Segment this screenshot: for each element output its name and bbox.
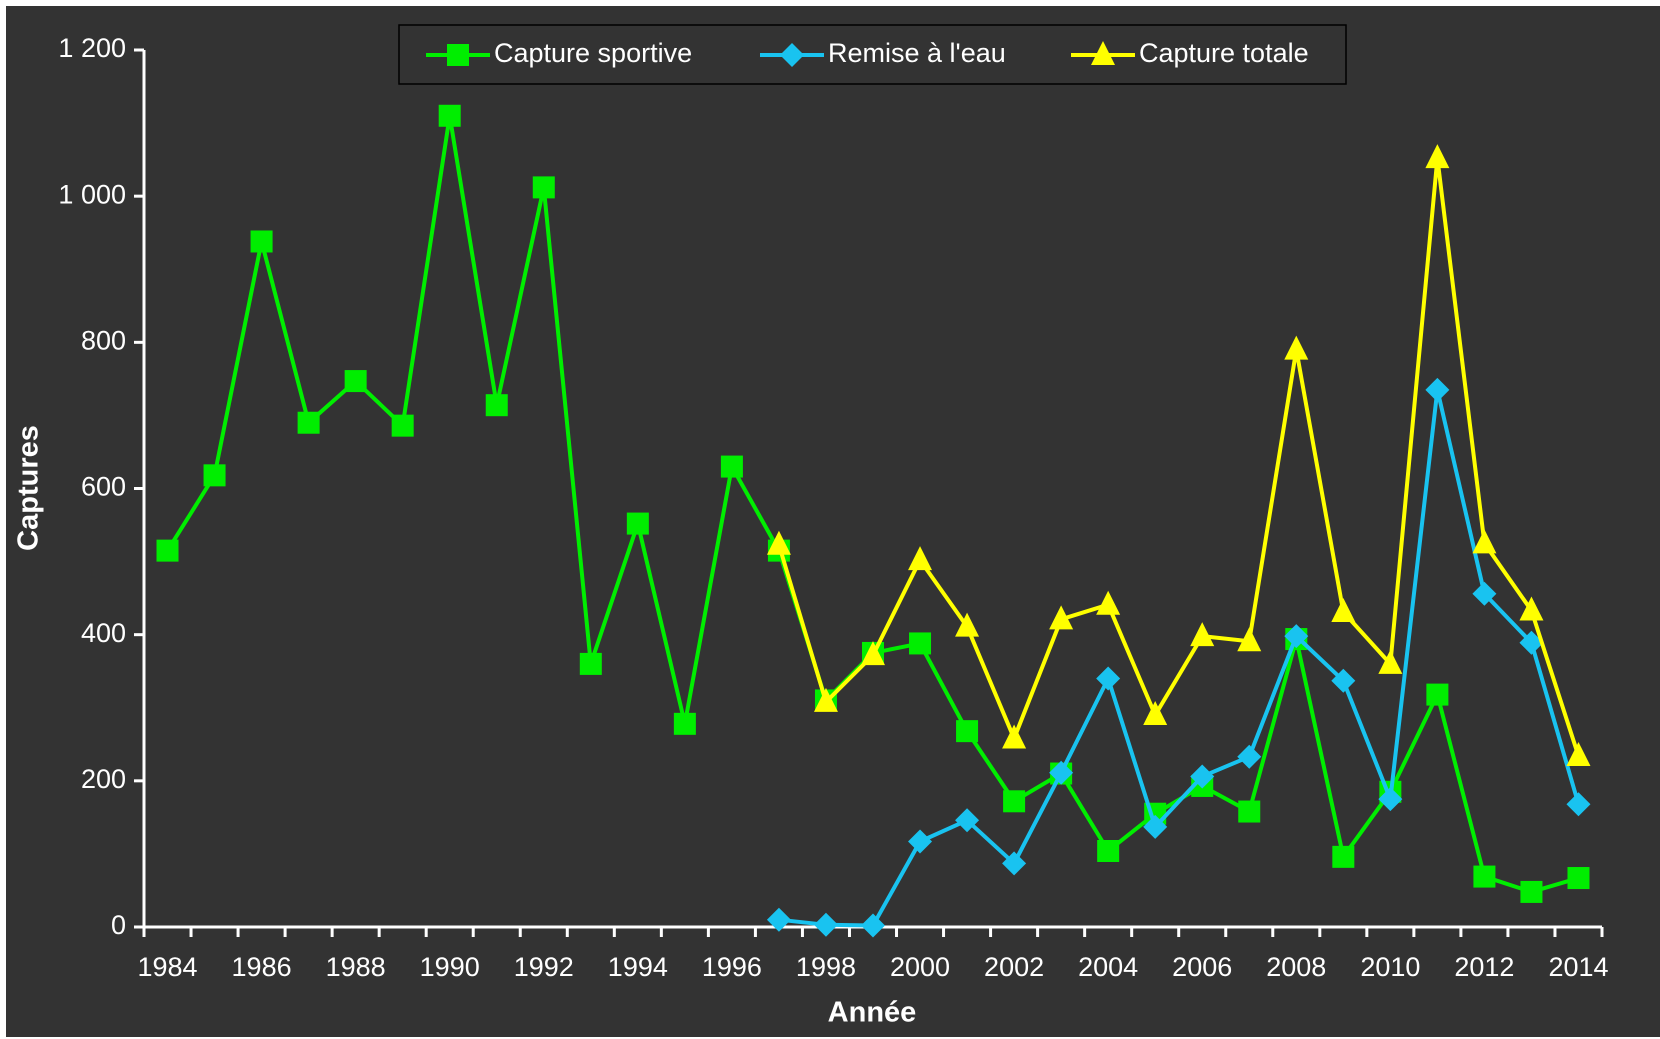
- point: [344, 370, 367, 393]
- x-tick-label: 2008: [1266, 952, 1326, 982]
- y-tick-label: 600: [81, 472, 126, 502]
- x-tick-label: 1988: [326, 952, 386, 982]
- point: [1284, 335, 1309, 360]
- point: [1519, 630, 1544, 655]
- point: [861, 913, 885, 938]
- y-tick-label: 200: [81, 764, 126, 794]
- point: [438, 104, 461, 127]
- point: [532, 176, 555, 199]
- legend-box: [398, 24, 1347, 85]
- point: [1143, 701, 1168, 726]
- point: [861, 641, 885, 666]
- point: [1190, 764, 1215, 789]
- point: [1237, 744, 1262, 769]
- x-tick-label: 2010: [1360, 952, 1420, 982]
- point: [1426, 683, 1449, 706]
- x-tick-label: 2000: [890, 952, 950, 982]
- point: [297, 411, 320, 434]
- point: [813, 687, 838, 712]
- x-tick-label: 2006: [1172, 952, 1232, 982]
- point: [1520, 880, 1543, 903]
- legend-label: Capture totale: [1139, 38, 1309, 68]
- point: [1049, 760, 1074, 785]
- series-line: [777, 156, 1581, 757]
- point: [955, 808, 980, 833]
- point: [720, 455, 743, 478]
- point: [1284, 624, 1309, 649]
- point: [908, 546, 933, 571]
- y-axis-label: Captures: [13, 425, 45, 551]
- x-tick-label: 2002: [984, 952, 1044, 982]
- x-tick-label: 1986: [232, 952, 292, 982]
- point: [1332, 845, 1355, 868]
- point: [250, 230, 273, 253]
- point: [1473, 865, 1496, 888]
- point: [780, 43, 804, 67]
- x-tick-label: 2012: [1454, 952, 1514, 982]
- point: [1002, 851, 1027, 876]
- point: [391, 414, 414, 437]
- point: [909, 632, 932, 655]
- x-tick-label: 1990: [420, 952, 480, 982]
- point: [1566, 741, 1591, 766]
- x-axis-label: Année: [828, 997, 917, 1029]
- point: [1096, 590, 1121, 615]
- point: [766, 907, 791, 932]
- y-tick-label: 1 200: [58, 33, 126, 63]
- series-line: [778, 387, 1581, 928]
- x-tick-label: 2004: [1078, 952, 1138, 982]
- x-tick-label: 1996: [702, 952, 762, 982]
- legend-label: Capture sportive: [494, 38, 692, 68]
- y-tick-label: 800: [81, 325, 126, 355]
- point: [1378, 649, 1403, 674]
- point: [1190, 622, 1215, 647]
- x-tick-label: 1998: [796, 952, 856, 982]
- point: [485, 394, 508, 417]
- point: [908, 829, 933, 854]
- point: [813, 912, 838, 937]
- y-tick-label: 1 000: [58, 179, 126, 209]
- point: [1567, 867, 1590, 890]
- point: [956, 720, 979, 743]
- point: [1566, 792, 1591, 817]
- x-tick-label: 1992: [514, 952, 574, 982]
- chart-background: [6, 6, 1660, 1037]
- point: [1237, 627, 1262, 652]
- y-tick-label: 0: [111, 910, 126, 940]
- point: [1472, 581, 1497, 606]
- point: [1003, 790, 1026, 813]
- point: [1143, 814, 1168, 839]
- point: [1519, 596, 1544, 621]
- point: [1002, 724, 1027, 749]
- point: [1425, 144, 1450, 169]
- x-tick-label: 1984: [137, 952, 197, 982]
- point: [1096, 666, 1121, 691]
- point: [1097, 839, 1120, 862]
- point: [1378, 787, 1403, 812]
- point: [1049, 605, 1074, 630]
- y-tick-label: 400: [81, 618, 126, 648]
- point: [1425, 377, 1450, 402]
- point: [955, 612, 980, 637]
- point: [766, 530, 791, 555]
- x-tick-label: 2014: [1548, 952, 1608, 982]
- point: [1331, 668, 1356, 693]
- point: [1331, 598, 1356, 623]
- x-tick-label: 1994: [608, 952, 668, 982]
- point: [673, 712, 696, 735]
- point: [447, 44, 469, 66]
- point: [1472, 529, 1497, 554]
- point: [203, 464, 226, 487]
- point: [156, 539, 179, 562]
- point: [579, 652, 602, 675]
- point: [1238, 800, 1261, 823]
- legend-label: Remise à l'eau: [828, 38, 1006, 68]
- point: [626, 512, 649, 535]
- point: [1091, 41, 1115, 65]
